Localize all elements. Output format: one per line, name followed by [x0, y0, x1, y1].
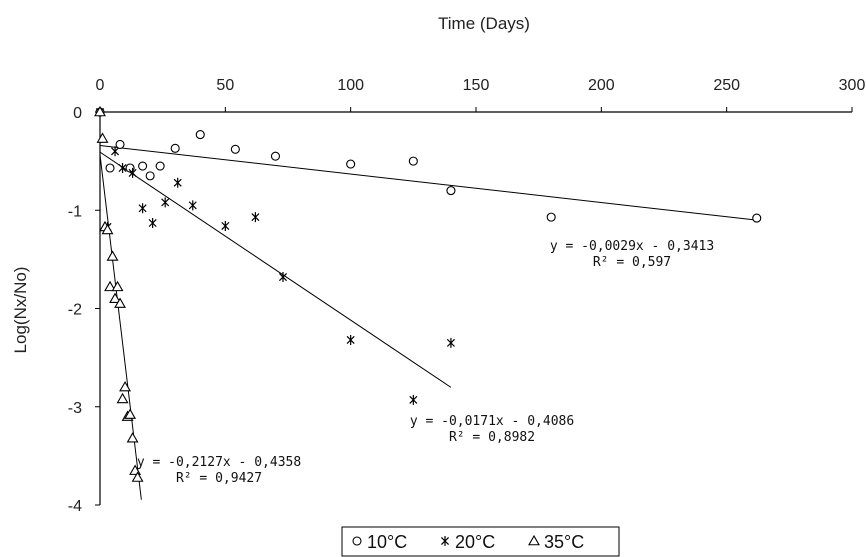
data-point [155, 161, 165, 171]
legend-marker [528, 534, 540, 546]
data-point [111, 280, 124, 292]
data-point [131, 471, 144, 482]
fit-equation: y = -0,0171x - 0,4086 [410, 414, 574, 429]
y-axis-title: Log(Nx/No) [11, 267, 30, 354]
data-point [170, 143, 180, 153]
trend-lines [99, 145, 757, 500]
data-point [138, 203, 147, 214]
data-point [101, 223, 114, 235]
legend-label: 20°C [455, 532, 495, 552]
data-point [161, 197, 170, 208]
y-tick-label: -1 [68, 203, 82, 220]
data-point [346, 334, 355, 345]
data-point [138, 161, 148, 171]
data-point [105, 163, 115, 173]
data-point [104, 280, 116, 292]
data-point [546, 212, 556, 222]
x-tick-label: 50 [216, 77, 234, 94]
x-tick-label: 300 [839, 77, 866, 94]
fit-equation: y = -0,2127x - 0,4358 [137, 455, 301, 470]
data-point [114, 297, 127, 308]
data-point [115, 139, 125, 149]
legend-label: 10°C [367, 532, 407, 552]
fit-equation: y = -0,0029x - 0,3413 [550, 239, 714, 254]
legend-box [341, 526, 620, 557]
x-tick-label: 150 [463, 77, 490, 94]
data-point [128, 167, 137, 178]
trend-line [99, 145, 757, 221]
data-point [173, 177, 182, 188]
x-axis-title: Time (Days) [438, 14, 530, 33]
data-point [446, 186, 456, 196]
data-point [148, 218, 157, 229]
legend-label: 35°C [544, 532, 584, 552]
data-point [116, 392, 129, 404]
data-point [270, 151, 281, 161]
x-tick-label: 200 [588, 77, 615, 94]
trend-line [99, 151, 452, 388]
data-point [119, 380, 132, 392]
data-point [94, 105, 106, 117]
y-tick-label: 0 [73, 105, 82, 122]
fit-r-squared: R² = 0,597 [593, 255, 671, 270]
data-point [118, 163, 127, 174]
data-point [346, 159, 356, 169]
x-tick-label: 100 [337, 77, 364, 94]
data-point [188, 200, 197, 211]
data-point [752, 213, 762, 223]
y-tick-label: -4 [68, 498, 82, 515]
legend-marker [352, 536, 362, 546]
data-point [124, 408, 137, 419]
data-point [278, 272, 288, 283]
trend-line [99, 154, 142, 500]
data-point [126, 432, 139, 443]
legend-marker [440, 536, 450, 546]
data-point [251, 212, 260, 223]
fit-r-squared: R² = 0,9427 [176, 471, 262, 486]
data-point [446, 337, 455, 348]
y-tick-label: -3 [68, 400, 82, 417]
fit-r-squared: R² = 0,8982 [449, 430, 535, 445]
x-tick-label: 0 [96, 77, 105, 94]
data-point [221, 220, 230, 231]
data-point [111, 146, 120, 157]
data-point [106, 250, 119, 261]
data-point [195, 130, 205, 140]
axes: 0 50 100 150 200 250 300 0 -1 -2 -3 -4 [68, 77, 866, 515]
x-tick-label: 250 [713, 77, 740, 94]
data-point [109, 292, 121, 303]
y-tick-label: -2 [68, 302, 82, 319]
data-point [230, 144, 240, 154]
data-point [408, 156, 418, 166]
data-point [145, 171, 155, 181]
legend: 10°C 20°C 35°C [341, 526, 620, 557]
data-point [409, 394, 418, 405]
data-point [96, 132, 109, 143]
data-points [94, 105, 762, 482]
